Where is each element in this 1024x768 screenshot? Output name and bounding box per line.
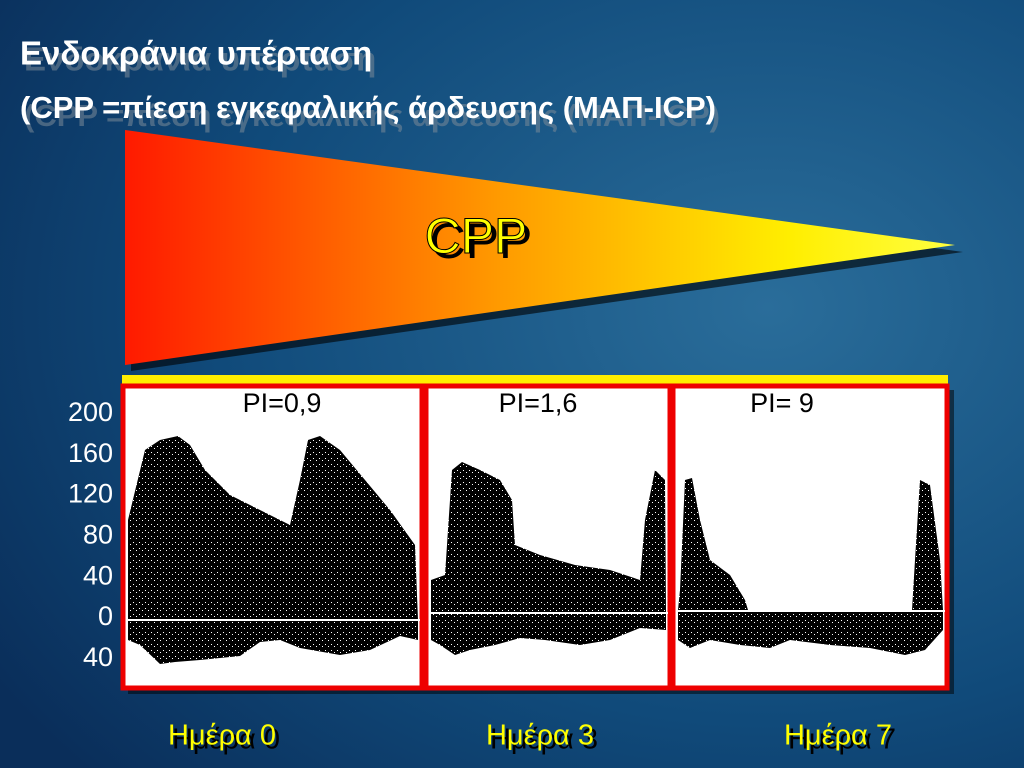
y-axis-label: 0 [98,601,113,631]
yellow-bar [122,375,948,384]
wedge-label-shadow: CPP [430,213,533,269]
y-axis-label: 120 [68,479,113,509]
y-axis-label: 200 [68,397,113,427]
panel-3 [670,383,950,691]
subtitle: (CPP =πίεση εγκεφαλικής άρδευσης (ΜΑΠ-IC… [20,90,716,125]
day-label: Ημέρα 7 [784,720,892,752]
title-shadow: Ενδοκράνια υπέρταση [24,41,376,78]
y-axis-label: 40 [83,560,113,590]
pi-label: PI= 9 [750,388,814,418]
y-axis-labels: 200 160 120 80 40 0 40 [68,397,113,672]
y-axis-label: 80 [83,520,113,550]
day-label: Ημέρα 0 [168,720,276,752]
pi-label: PI=1,6 [499,388,578,418]
pi-label: PI=0,9 [243,388,322,418]
panel-2 [423,383,673,691]
day-label: Ημέρα 3 [486,720,594,752]
title: Ενδοκράνια υπέρταση [20,35,372,72]
day-label-shadow: Ημέρα 7 [788,724,896,756]
day-label-shadow: Ημέρα 3 [490,724,598,756]
y-axis-label: 160 [68,438,113,468]
subtitle-shadow: (CPP =πίεση εγκεφαλικής άρδευσης (ΜΑΠ-IC… [24,98,720,133]
day-label-shadow: Ημέρα 0 [172,724,280,756]
y-axis-label: 40 [83,642,113,672]
panel-1 [120,383,425,691]
cpp-wedge [125,130,955,365]
wedge-label: CPP [425,208,528,264]
